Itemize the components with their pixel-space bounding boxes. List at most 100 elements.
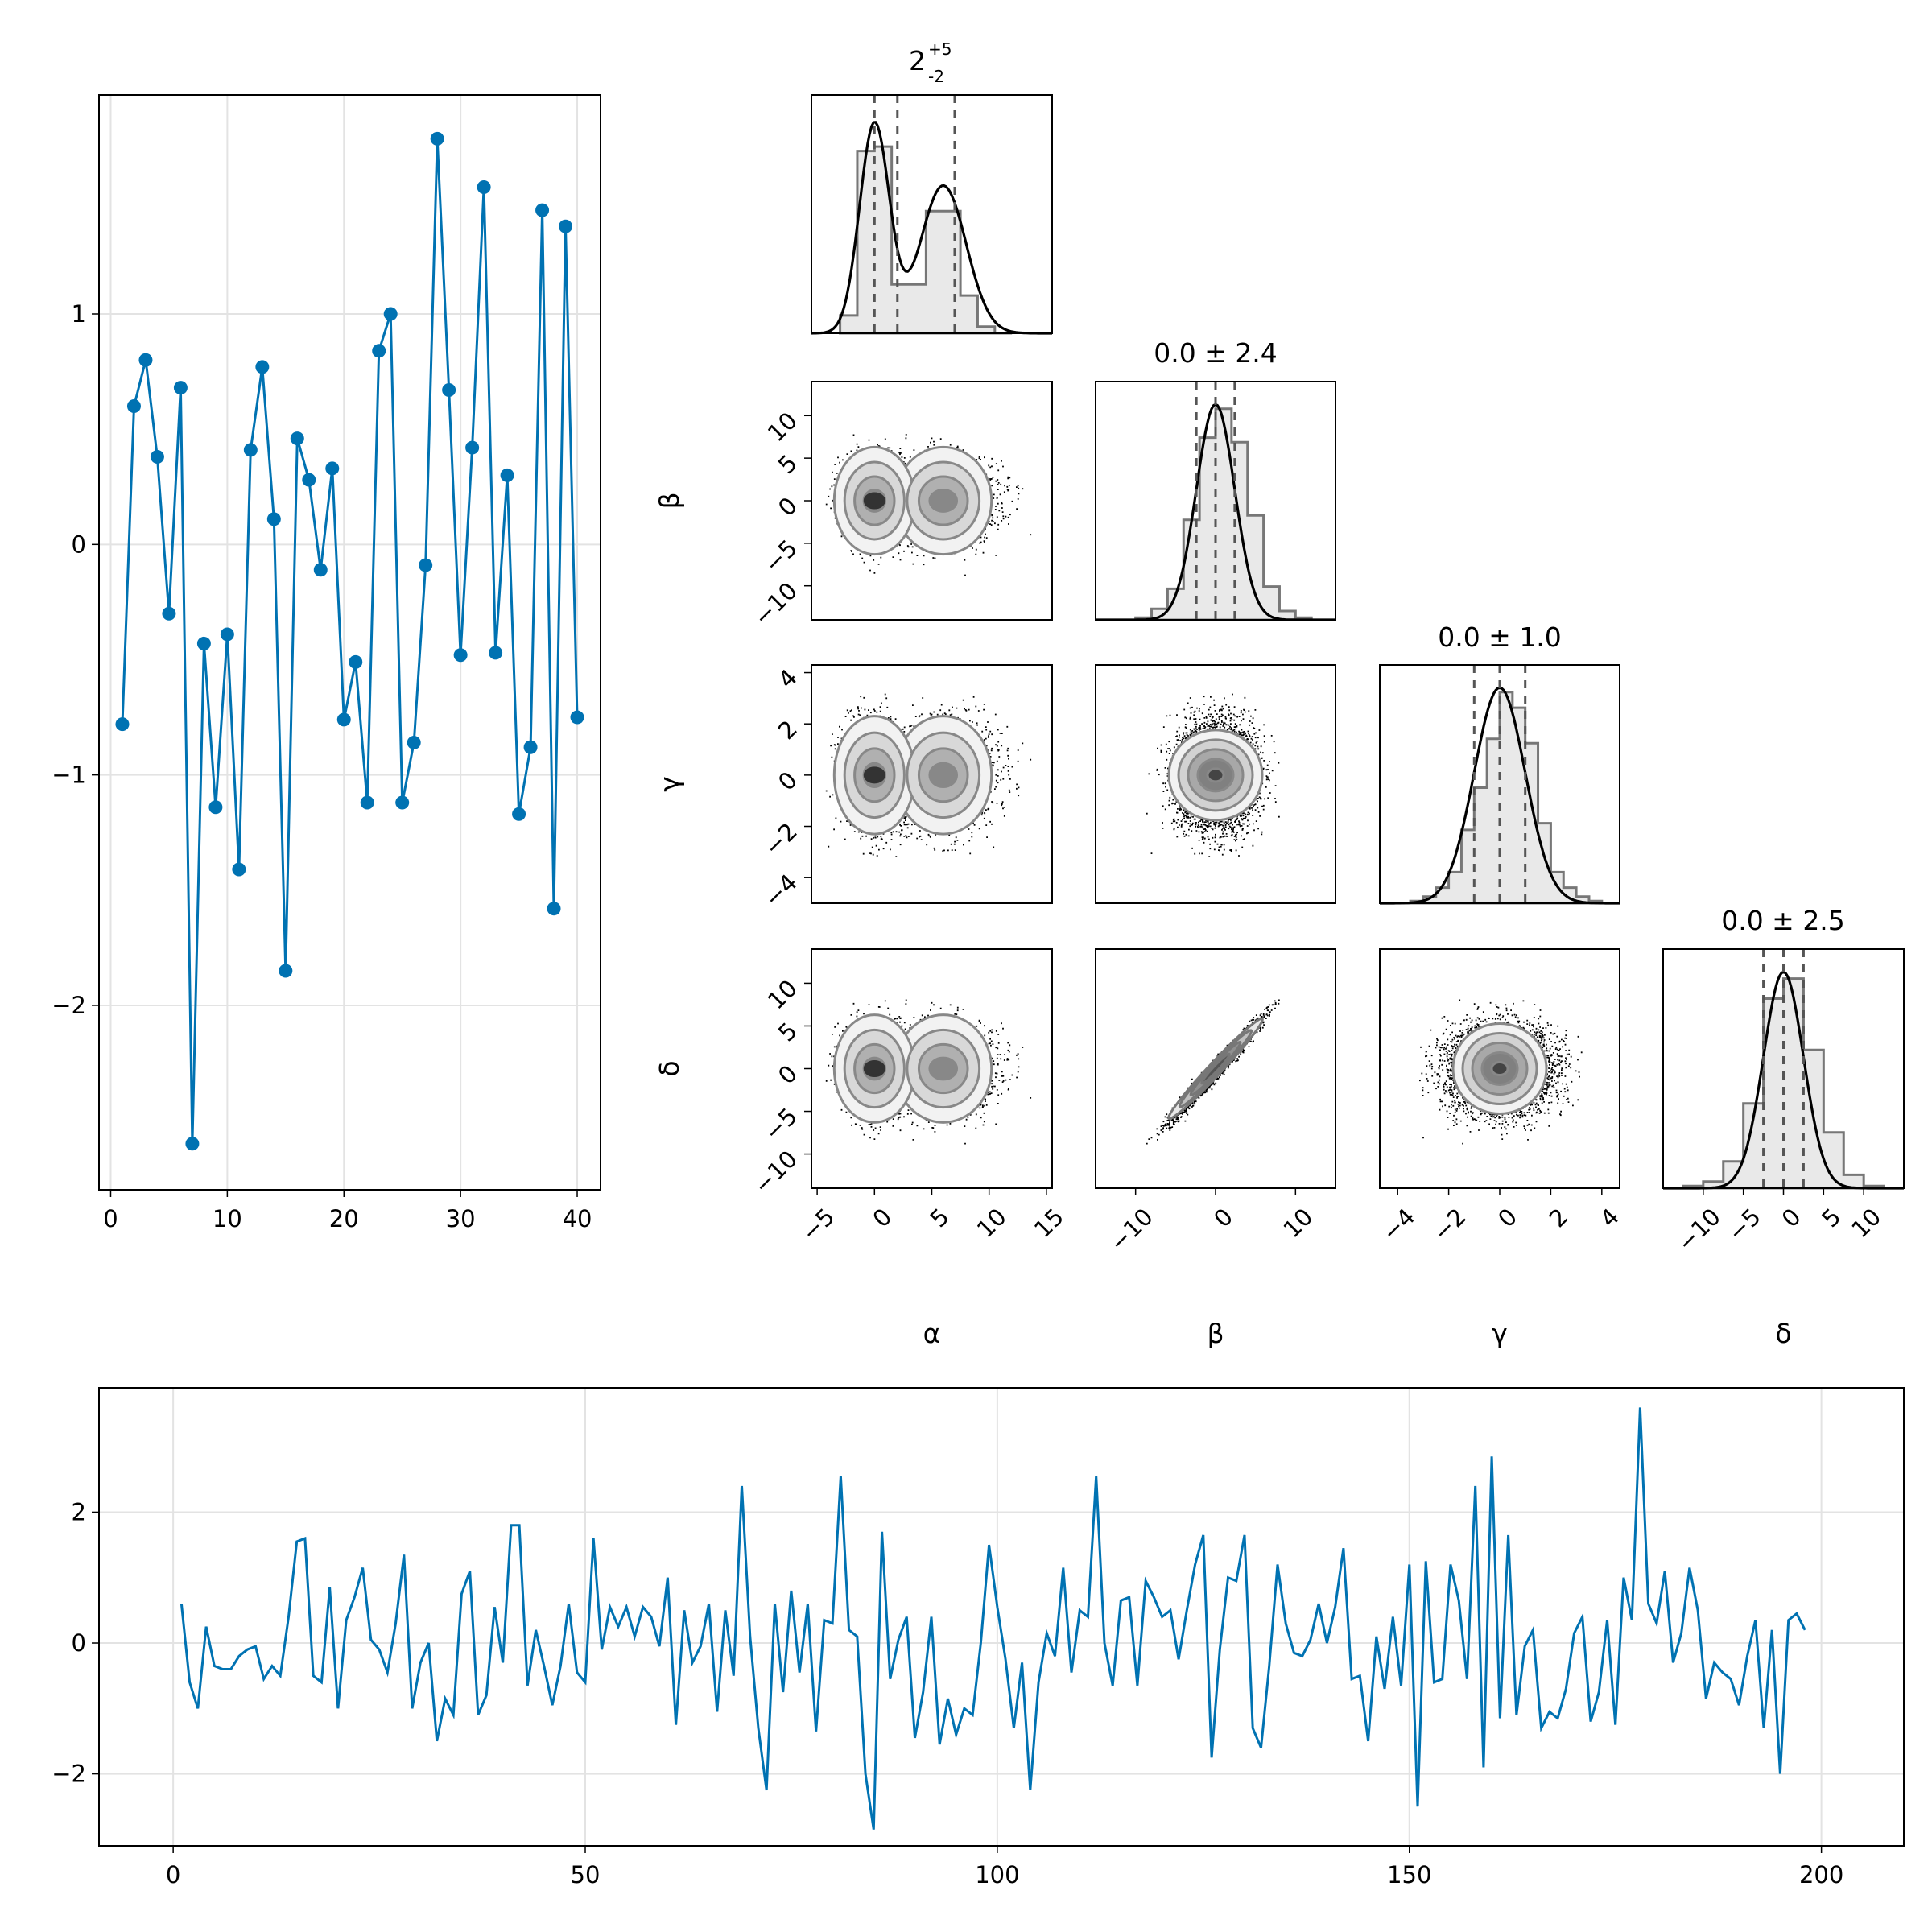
y-tick-label: 0 <box>773 492 803 522</box>
histogram-frame <box>1095 381 1336 621</box>
data-point <box>196 636 211 650</box>
x-tick-label: −5 <box>1723 1203 1766 1246</box>
density-contour <box>863 766 886 784</box>
pair-panel-γ-δ <box>1419 999 1583 1145</box>
x-tick-label: 0 <box>1777 1203 1806 1232</box>
data-point <box>126 399 141 414</box>
histogram-frame <box>811 94 1053 334</box>
x-tick-label: 10 <box>1278 1203 1318 1243</box>
x-tick-label: 5 <box>925 1203 955 1232</box>
pair-panel-β-γ <box>1146 693 1280 857</box>
y-tick-label: −2 <box>52 1761 86 1788</box>
x-tick-label: 5 <box>1816 1203 1846 1232</box>
x-tick-label: 20 <box>329 1205 359 1232</box>
pair-panel-α-δ <box>825 999 1032 1145</box>
density-contour <box>863 1060 886 1077</box>
histogram-α <box>839 145 1013 335</box>
text-layer: 0 10 20 30 40−2−101−5 0 5 10 15α−10 0 10β−4 −2 0 2 4γ−… <box>52 39 1886 1889</box>
data-point <box>150 450 164 464</box>
data-point <box>360 795 374 810</box>
x-tick-label: −4 <box>1377 1203 1420 1246</box>
x-tick-label: 0 <box>103 1205 118 1232</box>
y-tick-label: 5 <box>773 1017 803 1046</box>
y-tick-label: −4 <box>759 869 803 912</box>
title-alpha-upper: +5 <box>928 39 952 59</box>
x-tick-label: 15 <box>1029 1203 1069 1243</box>
y-tick-label: −1 <box>52 762 86 789</box>
density-contour <box>928 762 959 789</box>
axis-label-gamma: γ <box>654 776 685 792</box>
x-tick-label: 150 <box>1387 1861 1431 1889</box>
data-point <box>336 712 351 727</box>
x-tick-label: 10 <box>1846 1203 1886 1243</box>
density-contour <box>928 489 959 513</box>
data-point <box>302 473 316 487</box>
y-tick-label: 10 <box>762 407 803 447</box>
frame-layer <box>92 94 1905 1853</box>
x-tick-label: 100 <box>975 1861 1019 1889</box>
series-line <box>121 138 579 1144</box>
data-point <box>465 440 480 455</box>
data-point <box>442 382 456 397</box>
data-point <box>535 203 550 217</box>
y-tick-label: −5 <box>759 1102 803 1146</box>
axis-label-gamma: γ <box>1492 1318 1508 1349</box>
x-tick-label: −2 <box>1428 1203 1472 1246</box>
density-curve-α <box>811 121 1052 335</box>
pair-panel-α-γ <box>825 693 1032 857</box>
data-point <box>383 307 398 321</box>
data-point <box>162 606 176 621</box>
y-tick-label: 0 <box>72 530 86 558</box>
axis-frame <box>98 1387 1905 1847</box>
axis-label-delta: δ <box>1775 1318 1791 1349</box>
x-tick-label: 0 <box>1208 1203 1238 1232</box>
data-point <box>489 646 503 660</box>
title-beta: 0.0 ± 2.4 <box>1154 337 1278 369</box>
x-tick-label: 0 <box>867 1203 897 1232</box>
data-point <box>407 736 421 750</box>
title-delta: 0.0 ± 2.5 <box>1721 905 1845 936</box>
y-tick-label: 0 <box>773 766 803 796</box>
data-point <box>232 862 246 877</box>
axis-label-alpha: α <box>923 1318 941 1349</box>
y-tick-label: 2 <box>773 715 803 745</box>
y-tick-label: 4 <box>773 663 803 693</box>
title-alpha-lower: -2 <box>928 67 944 86</box>
x-tick-label: 2 <box>1544 1203 1574 1232</box>
x-tick-label: 4 <box>1595 1203 1624 1232</box>
y-tick-label: 10 <box>762 974 803 1014</box>
series-line <box>180 1407 1806 1830</box>
histogram-δ <box>1663 977 1904 1190</box>
x-tick-label: 0 <box>166 1861 180 1889</box>
axis-frame <box>98 94 601 1191</box>
data-point <box>279 964 293 978</box>
density-contour <box>1206 767 1225 783</box>
x-tick-label: −10 <box>1104 1203 1158 1257</box>
data-point <box>313 563 328 577</box>
x-tick-label: 50 <box>571 1861 601 1889</box>
y-tick-label: −2 <box>759 817 803 861</box>
data-point <box>290 431 304 446</box>
y-tick-label: −2 <box>52 992 86 1019</box>
grid-layer <box>99 95 1904 1846</box>
y-tick-label: 5 <box>773 449 803 479</box>
x-tick-label: 30 <box>446 1205 476 1232</box>
pair-frame <box>1095 664 1336 904</box>
y-tick-label: 1 <box>72 300 86 328</box>
data-point <box>547 902 561 916</box>
data-point <box>208 800 223 815</box>
y-tick-label: 0 <box>773 1059 803 1089</box>
x-tick-label: 200 <box>1799 1861 1843 1889</box>
histogram-β <box>1119 407 1313 621</box>
data-point <box>559 219 573 233</box>
density-contour <box>928 1056 959 1081</box>
data-point <box>243 443 258 457</box>
data-point <box>570 710 584 724</box>
title-alpha-value: 2 <box>909 45 926 76</box>
pair-frame <box>811 664 1053 904</box>
y-tick-label: 0 <box>72 1629 86 1657</box>
data-point <box>325 461 340 476</box>
data-point <box>220 627 234 642</box>
y-tick-label: −5 <box>759 535 803 578</box>
data-point <box>173 381 188 395</box>
